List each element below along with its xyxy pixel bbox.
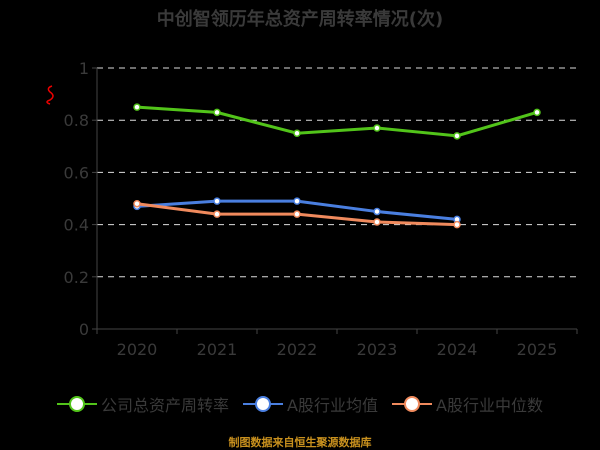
- data-point: [373, 218, 381, 226]
- legend-label: A股行业中位数: [436, 396, 543, 415]
- legend-label: 公司总资产周转率: [101, 396, 230, 415]
- y-tick-label: 0.2: [64, 268, 89, 287]
- data-point: [453, 132, 461, 140]
- data-point: [373, 207, 381, 216]
- data-point: [133, 103, 141, 111]
- chart-title: 中创智领历年总资产周转率情况(次): [156, 9, 444, 30]
- x-tick-label: 2020: [117, 340, 158, 359]
- data-point: [213, 210, 221, 218]
- legend-label: A股行业均值: [287, 396, 378, 415]
- y-tick-label: 0.8: [64, 111, 89, 130]
- y-tick-label: 1: [79, 59, 89, 78]
- x-tick-label: 2022: [277, 340, 318, 359]
- x-tick-label: 2021: [197, 340, 238, 359]
- legend-marker-icon: [243, 396, 284, 412]
- data-point: [453, 220, 461, 229]
- legend: 公司总资产周转率 A股行业均值 A股行业中位数: [0, 392, 600, 416]
- data-point: [293, 210, 301, 218]
- data-point: [213, 108, 221, 117]
- data-point: [533, 108, 541, 117]
- series-line: [136, 105, 538, 138]
- x-tick-label: 2025: [517, 340, 558, 359]
- data-point: [293, 129, 301, 137]
- data-point: [133, 199, 141, 208]
- legend-item-industry-mean[interactable]: A股行业均值: [243, 392, 378, 416]
- legend-item-industry-median[interactable]: A股行业中位数: [392, 392, 543, 416]
- red-mark-icon: [46, 85, 54, 105]
- legend-item-company[interactable]: 公司总资产周转率: [57, 392, 229, 416]
- source-note: 制图数据来自恒生聚源数据库: [228, 436, 372, 449]
- legend-marker-icon: [57, 396, 98, 412]
- x-tick-label: 2023: [357, 340, 398, 359]
- data-point: [293, 197, 301, 205]
- legend-marker-icon: [392, 396, 432, 412]
- y-tick-label: 0.6: [64, 163, 89, 182]
- data-point: [373, 124, 381, 132]
- data-point: [213, 197, 221, 205]
- y-tick-label: 0.4: [64, 216, 89, 235]
- y-tick-label: 0: [79, 320, 89, 339]
- x-tick-label: 2024: [437, 340, 478, 359]
